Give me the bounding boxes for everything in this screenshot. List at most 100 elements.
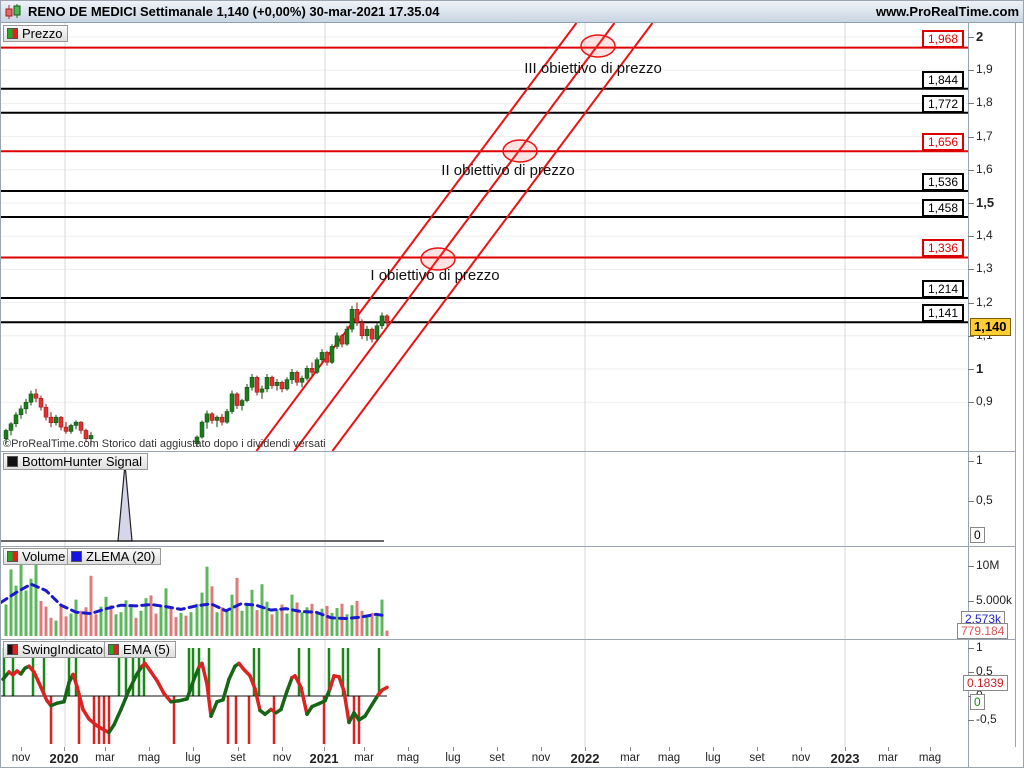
price-level-label: 1,214 xyxy=(921,279,964,298)
price-axis-tick-mark xyxy=(968,70,974,72)
ema-line-segment xyxy=(248,674,257,691)
time-axis-label: nov xyxy=(272,752,292,764)
legend-volume[interactable]: Volume xyxy=(3,548,72,565)
price-level-label: 1,141 xyxy=(921,304,964,323)
candlestick xyxy=(48,416,54,424)
volume-bar xyxy=(9,569,13,636)
time-axis-label: lug xyxy=(185,752,201,764)
price-axis-tick-mark xyxy=(968,402,974,404)
panel-separator[interactable] xyxy=(1,639,1015,640)
ema-line-segment xyxy=(285,676,294,693)
time-axis-label: nov xyxy=(11,752,31,764)
volume-bar xyxy=(129,607,133,636)
ema-line-segment xyxy=(380,685,389,692)
legend-swingindicator[interactable]: SwingIndicator xyxy=(3,641,114,658)
time-axis-label: nov xyxy=(531,752,551,764)
candlestick xyxy=(53,416,59,424)
volume-bar xyxy=(164,588,168,636)
candlestick xyxy=(23,401,29,410)
ema-line-segment xyxy=(221,677,231,702)
candlestick xyxy=(219,416,225,423)
bottomhunter-panel-canvas[interactable] xyxy=(1,451,968,546)
bottomhunter-spike xyxy=(117,463,133,542)
volume-bar xyxy=(360,610,364,636)
volume-bar xyxy=(380,599,384,636)
volume-bar xyxy=(19,559,23,636)
ema-line-segment xyxy=(162,691,173,704)
volume-bar xyxy=(154,613,158,636)
price-axis-tick-mark xyxy=(968,37,974,38)
volume-bar xyxy=(189,612,193,636)
ema-line-segment xyxy=(149,670,159,683)
candlestick xyxy=(63,426,69,432)
volume-bar xyxy=(79,610,83,636)
trend-channel-line xyxy=(255,23,578,451)
ema-line-segment xyxy=(200,661,209,686)
volume-bar xyxy=(385,630,389,636)
volume-bar xyxy=(49,617,53,636)
volume-bar xyxy=(200,592,204,636)
volume-bar xyxy=(220,607,224,636)
candlestick xyxy=(194,436,200,444)
legend-bottomhunter[interactable]: BottomHunter Signal xyxy=(3,453,148,470)
candlestick xyxy=(68,425,74,432)
candlestick xyxy=(254,377,260,393)
price-axis-tick: 1,3 xyxy=(976,261,993,276)
volume-bar xyxy=(109,605,113,636)
volume-bar xyxy=(94,614,98,636)
time-axis-label: mag xyxy=(657,752,681,764)
ema-line-segment xyxy=(185,677,196,701)
volume-bar xyxy=(315,611,319,636)
volume-bar xyxy=(365,615,369,636)
time-axis-label: lug xyxy=(705,752,721,764)
volume-bar xyxy=(295,602,299,636)
price-axis-tick-mark xyxy=(968,136,974,138)
ema-line-segment xyxy=(337,675,346,693)
price-axis-tick-mark xyxy=(968,302,974,304)
time-axis[interactable]: nov 2020 mar mag lug set nov 2021 mar mag lug set no… xyxy=(1,747,1023,767)
right-strip-border xyxy=(1015,23,1016,747)
price-axis-tick: 1,6 xyxy=(976,161,993,176)
price-chart-canvas[interactable] xyxy=(1,23,968,451)
volume-value-box: 779.184 xyxy=(957,623,1009,639)
volume-bar xyxy=(69,613,73,636)
volume-bar xyxy=(179,612,183,636)
time-axis-label: set xyxy=(230,752,246,764)
price-target-annotation: I obiettivo di prezzo xyxy=(370,267,500,284)
volume-bar xyxy=(320,608,324,636)
volume-bar xyxy=(159,605,163,636)
swing-tick-mark xyxy=(968,648,974,649)
legend-ema[interactable]: EMA (5) xyxy=(104,641,176,658)
volume-bar xyxy=(24,590,28,636)
time-axis-label: 2020 xyxy=(49,751,79,766)
legend-zlema[interactable]: ZLEMA (20) xyxy=(67,548,162,565)
candlestick xyxy=(369,328,375,340)
panel-separator[interactable] xyxy=(1,451,1015,452)
volume-bar xyxy=(34,555,38,636)
panel-separator[interactable] xyxy=(1,546,1015,547)
volume-panel-canvas[interactable] xyxy=(1,546,968,639)
volume-bar xyxy=(215,612,219,636)
candlestick xyxy=(8,423,14,431)
current-price-box: 1,140 xyxy=(970,318,1011,336)
candlestick xyxy=(284,379,290,390)
bottomhunter-axis-tick: 0,5 xyxy=(976,493,993,507)
swing-axis-tick: 0,5 xyxy=(976,664,993,678)
price-axis-tick-mark xyxy=(968,236,974,238)
price-legend-icon xyxy=(7,28,18,39)
price-level-label: 1,536 xyxy=(921,173,964,192)
bottomhunter-tick-mark xyxy=(968,461,974,462)
swing-tick-mark xyxy=(968,720,974,721)
ema-line-segment xyxy=(293,674,303,690)
candlestick xyxy=(359,322,365,337)
price-level-label: 1,458 xyxy=(921,198,964,217)
trend-channel-line xyxy=(293,23,616,451)
candlestick xyxy=(73,421,79,426)
time-axis-tick xyxy=(888,747,889,751)
candlestick xyxy=(379,315,385,327)
time-axis-label: mag xyxy=(918,752,942,764)
ema-line-segment xyxy=(209,700,219,718)
candlestick xyxy=(314,359,320,373)
legend-prezzo[interactable]: Prezzo xyxy=(3,25,69,42)
candlestick xyxy=(3,430,9,439)
